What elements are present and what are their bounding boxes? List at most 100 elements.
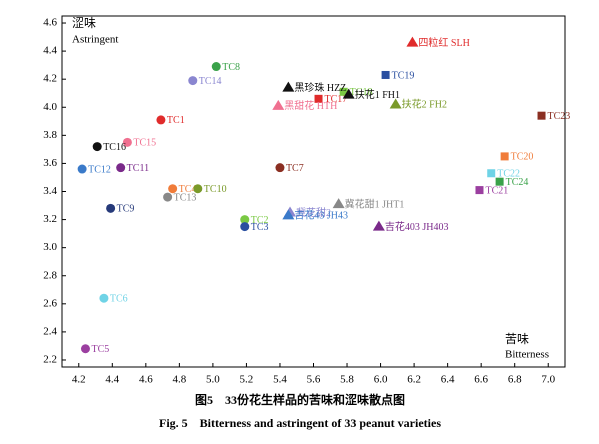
point-label: 冀花甜1 JHT1: [345, 197, 405, 210]
point-label: TC1: [167, 115, 185, 126]
point: [282, 209, 295, 220]
point: [116, 163, 126, 173]
point-label: TC6: [110, 294, 128, 305]
point-label: TC22: [497, 169, 520, 180]
point: [92, 142, 102, 152]
point: [487, 169, 496, 178]
point-label: TC11: [127, 163, 149, 174]
point: [537, 111, 546, 120]
point-label: TC8: [222, 62, 240, 73]
x-tick-label: 4.4: [105, 374, 119, 386]
point-label: TC9: [117, 204, 135, 215]
y-tick-label: 4.6: [43, 17, 57, 29]
point-label: TC16: [103, 142, 126, 153]
point-label: 扶花1 FH1: [355, 88, 400, 101]
y-axis-label: 涩味: [72, 15, 96, 30]
point: [77, 164, 87, 174]
y-tick-label: 4.4: [43, 45, 57, 57]
point-label: TC13: [174, 192, 197, 203]
y-tick-label: 3.0: [43, 241, 57, 253]
point-label: TC12: [88, 164, 111, 175]
point-label: TC4: [179, 184, 197, 195]
point: [80, 344, 90, 354]
point-label: TC3: [251, 222, 269, 233]
point-label: 冀花甜2: [296, 206, 331, 219]
point-label: TC18: [350, 87, 373, 98]
point-label: 黑珍珠 HZZ: [294, 81, 346, 94]
x-axis-label: Bitterness: [505, 349, 549, 361]
point-label: TC5: [91, 344, 109, 355]
point-label: TC19: [392, 70, 415, 81]
point: [193, 184, 203, 194]
point-label: TC24: [506, 177, 529, 188]
point-label: TC7: [286, 163, 304, 174]
y-tick-label: 2.4: [43, 325, 57, 337]
point: [122, 137, 132, 147]
x-tick-label: 5.4: [273, 374, 287, 386]
x-tick-label: 5.6: [307, 374, 321, 386]
x-tick-label: 6.8: [508, 374, 522, 386]
point: [240, 222, 250, 232]
x-tick-label: 6.4: [441, 374, 455, 386]
y-tick-label: 3.2: [43, 213, 57, 225]
y-tick-label: 2.8: [43, 269, 57, 281]
caption: 图5 33份花生样品的苦味和涩味散点图: [195, 392, 405, 407]
point: [342, 88, 355, 99]
point: [106, 203, 116, 213]
y-tick-label: 4.2: [43, 73, 57, 85]
point-label: TC20: [511, 152, 534, 163]
x-tick-label: 4.2: [72, 374, 86, 386]
point: [332, 198, 345, 209]
point: [188, 76, 198, 86]
caption: Fig. 5 Bitterness and astringent of 33 p…: [159, 416, 441, 430]
point: [389, 98, 402, 109]
x-tick-label: 4.8: [172, 374, 186, 386]
point: [156, 115, 166, 125]
x-tick-label: 5.8: [340, 374, 354, 386]
point: [381, 70, 390, 79]
point-label: TC15: [133, 138, 156, 149]
point: [163, 192, 173, 202]
point-label: TC2: [251, 215, 269, 226]
point: [406, 36, 419, 47]
point: [211, 62, 221, 72]
point: [475, 186, 484, 195]
y-tick-label: 4.0: [43, 101, 57, 113]
x-tick-label: 6.0: [374, 374, 388, 386]
point-label: TC14: [199, 76, 222, 87]
point: [372, 220, 385, 231]
point: [99, 293, 109, 303]
point: [314, 94, 323, 103]
point: [240, 215, 250, 225]
y-tick-label: 2.6: [43, 297, 57, 309]
x-tick-label: 5.0: [206, 374, 220, 386]
point-label: 扶花2 FH2: [402, 98, 447, 111]
y-tick-label: 3.8: [43, 129, 57, 141]
point: [500, 152, 509, 161]
y-tick-label: 3.4: [43, 185, 57, 197]
point-label: TC10: [204, 184, 227, 195]
point: [168, 184, 178, 194]
x-tick-label: 4.6: [139, 374, 153, 386]
point: [495, 177, 504, 186]
x-tick-label: 6.6: [474, 374, 488, 386]
point-label: TC23: [548, 111, 571, 122]
x-tick-label: 6.2: [407, 374, 421, 386]
point-label: 吉花43 JH43: [294, 209, 348, 222]
point-label: 黑甜花 HTH: [284, 99, 337, 112]
y-tick-label: 2.2: [43, 354, 57, 366]
y-axis-label: Astringent: [72, 34, 118, 46]
point: [275, 163, 285, 173]
point-label: TC21: [485, 185, 508, 196]
x-axis-label: 苦味: [505, 332, 529, 346]
point: [339, 87, 348, 96]
x-tick-label: 5.2: [240, 374, 254, 386]
point: [282, 81, 295, 92]
point-label: 吉花403 JH403: [385, 220, 449, 233]
point: [272, 99, 285, 110]
point-label: TC17: [325, 94, 348, 105]
point-label: 四粒红 SLH: [418, 36, 469, 49]
x-tick-label: 7.0: [541, 374, 555, 386]
y-tick-label: 3.6: [43, 157, 57, 169]
